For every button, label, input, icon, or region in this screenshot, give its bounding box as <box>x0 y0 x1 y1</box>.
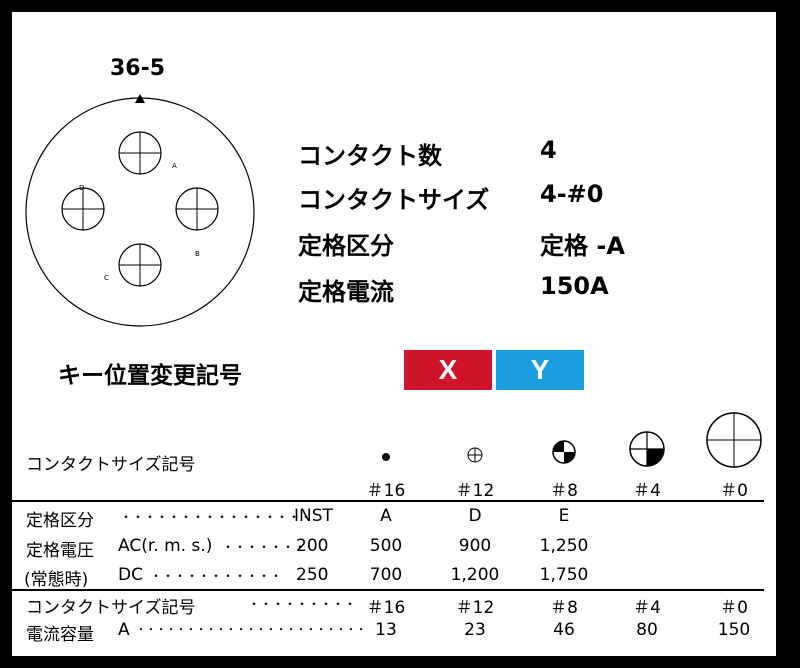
cell-value: ＃4 <box>633 598 661 618</box>
size4-icon <box>629 431 665 467</box>
contact-d <box>61 187 105 231</box>
table-mid-rule <box>12 589 764 591</box>
cell-value: D <box>468 506 482 526</box>
cell-value: ＃0 <box>720 598 748 618</box>
row-label: 定格電圧 <box>26 541 94 561</box>
cell-value: 13 <box>375 620 397 640</box>
spec-value-rating-class: 定格 -A <box>540 232 625 260</box>
size16-icon <box>382 453 390 461</box>
row-sub-label: DC <box>118 565 143 585</box>
cell-value: 150 <box>717 620 751 640</box>
contact-letter-c: C <box>104 274 109 282</box>
cell-value: 1,200 <box>450 565 500 585</box>
key-marker-icon <box>135 94 145 103</box>
size8-icon <box>552 440 576 464</box>
contact-letter-b: B <box>195 250 200 258</box>
contact-letter-d: D <box>79 184 84 192</box>
spec-label-rating-class: 定格区分 <box>298 232 394 260</box>
cell-value: E <box>558 506 570 526</box>
size12-icon <box>467 447 483 463</box>
col-header-12: ＃12 <box>455 481 495 501</box>
spec-label-rated-current: 定格電流 <box>298 278 394 306</box>
contact-b <box>175 187 219 231</box>
cell-value: 700 <box>369 565 403 585</box>
spec-value-contact-count: 4 <box>540 136 557 164</box>
row-ref-value: INST <box>294 506 333 526</box>
contact-a <box>118 131 162 175</box>
table-top-rule <box>12 500 764 502</box>
size0-icon <box>706 412 762 468</box>
cell-value: A <box>380 506 392 526</box>
cell-value: ＃16 <box>366 598 406 618</box>
contact-c <box>118 243 162 287</box>
key-x-box: X <box>404 350 492 390</box>
row-label: 定格区分 <box>26 511 94 531</box>
spec-label-contact-count: コンタクト数 <box>298 142 442 170</box>
col-header-8: ＃8 <box>550 481 578 501</box>
contact-letter-a: A <box>172 162 177 170</box>
spec-value-rated-current: 150A <box>540 272 609 300</box>
spec-sheet-panel: 36-5 A B C D コンタク <box>12 12 776 656</box>
col-header-0: ＃0 <box>720 481 748 501</box>
row-label: 電流容量 <box>26 625 94 645</box>
contact-size-symbols <box>382 412 762 468</box>
spec-value-contact-size: 4-#0 <box>540 180 604 208</box>
row-leader: ・・・・・・・・・ <box>248 597 357 611</box>
row-leader: ・・・・・・・ <box>222 540 307 554</box>
key-position-label: キー位置変更記号 <box>58 363 242 389</box>
connector-title: 36-5 <box>110 56 166 81</box>
key-y-box: Y <box>496 350 584 390</box>
cell-value: 1,250 <box>539 536 589 556</box>
cell-value: ＃12 <box>455 598 495 618</box>
row-ref-value: 200 <box>296 536 329 556</box>
row-ref-value: 250 <box>296 565 329 585</box>
cell-value: 1,750 <box>539 565 589 585</box>
row-sub-label: A <box>118 620 130 640</box>
col-header-4: ＃4 <box>633 481 661 501</box>
row-leader: ・・・・・・・・・・・ <box>150 569 283 583</box>
cell-value: 900 <box>458 536 492 556</box>
row-label: コンタクトサイズ記号 <box>26 598 196 618</box>
row-sub-label: AC(r. m. s.) <box>118 536 213 556</box>
cell-value: 23 <box>464 620 486 640</box>
cell-value: 46 <box>553 620 575 640</box>
row-leader: ・・・・・・・・・・・・・・・・・・・・・・・ <box>136 625 366 636</box>
cell-value: 80 <box>636 620 658 640</box>
cell-value: ＃8 <box>550 598 578 618</box>
spec-label-contact-size: コンタクトサイズ <box>298 186 490 214</box>
size-table-title: コンタクトサイズ記号 <box>26 455 196 475</box>
col-header-16: ＃16 <box>366 481 406 501</box>
cell-value: 500 <box>369 536 403 556</box>
row-label: (常態時) <box>24 570 89 590</box>
row-leader: ・・・・・・・・・・・・・・・・ <box>120 510 313 524</box>
connector-face-diagram: A B C D <box>25 94 255 327</box>
